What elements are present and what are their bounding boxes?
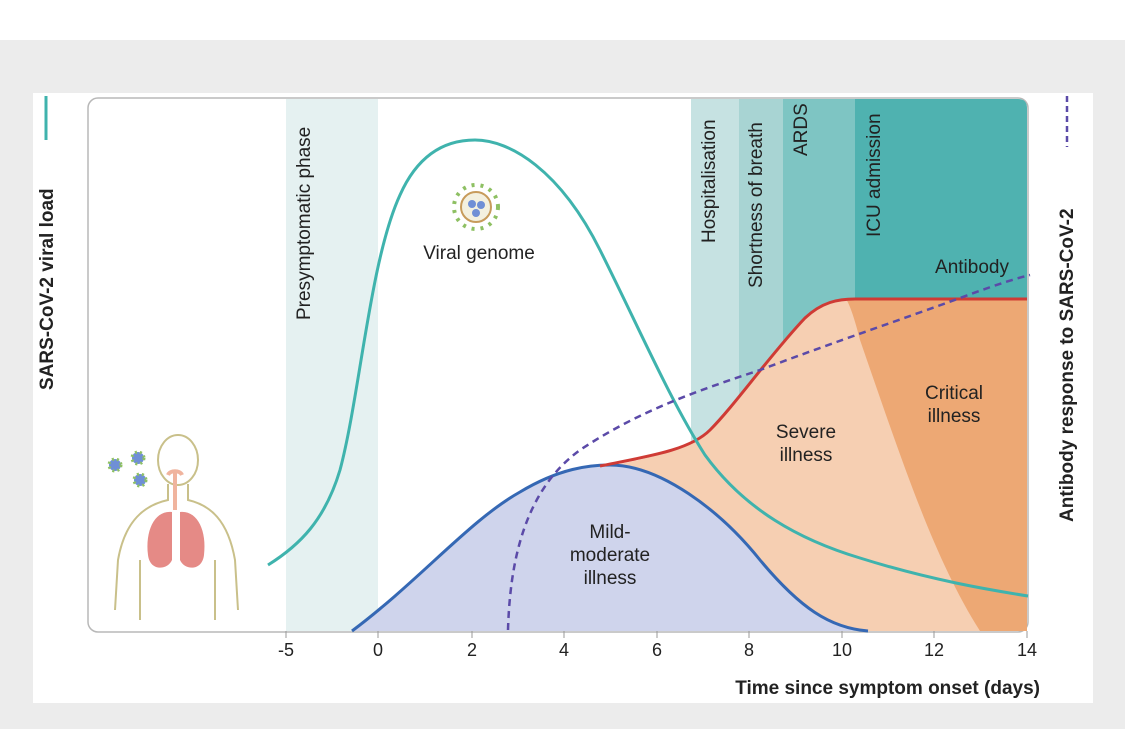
critical-illness-area [846, 299, 1027, 631]
presymptomatic-band [286, 99, 378, 631]
x-tick-label: 12 [924, 640, 944, 660]
phase-label-presymptomatic: Presymptomatic phase [294, 127, 315, 320]
phase-label-ards: ARDS [791, 103, 812, 156]
critical-label-line2: illness [928, 406, 981, 427]
x-tick-label: 10 [832, 640, 852, 660]
x-tick-label: 2 [467, 640, 477, 660]
phase-label-icu-admission: ICU admission [864, 113, 885, 237]
mild-label-line3: illness [584, 568, 637, 589]
x-axis-ticks [285, 631, 1028, 638]
antibody-label: Antibody [935, 257, 1009, 278]
mild-label-line2: moderate [570, 545, 650, 566]
x-axis-title: Time since symptom onset (days) [735, 678, 1040, 699]
x-tick-label: 14 [1017, 640, 1037, 660]
virus-icon [452, 183, 500, 231]
phase-label-hospitalisation: Hospitalisation [699, 119, 720, 243]
critical-label-line1: Critical [925, 383, 983, 404]
severe-label-line1: Severe [776, 422, 836, 443]
virus-particle-icon [132, 472, 148, 488]
x-tick-label: -5 [278, 640, 294, 660]
viral-load-curve [267, 138, 1029, 598]
phase-label-shortness-of-breath: Shortness of breath [746, 122, 767, 288]
trachea-icon [166, 469, 184, 510]
virus-particle-icon [107, 457, 123, 473]
left-axis-title: SARS-CoV-2 viral load [37, 188, 58, 390]
severity-curve [599, 297, 1027, 468]
antibody-curve [506, 273, 1031, 631]
mild-label-line1: Mild- [589, 522, 630, 543]
right-lung-icon [180, 511, 205, 568]
x-tick-label: 0 [373, 640, 383, 660]
icu-band [855, 99, 1027, 299]
x-tick-label: 8 [744, 640, 754, 660]
severe-label-line2: illness [780, 445, 833, 466]
x-tick-label: 4 [559, 640, 569, 660]
human-lungs-illustration [114, 434, 239, 620]
right-axis-title: Antibody response to SARS-CoV-2 [1057, 208, 1078, 522]
mild-moderate-area [352, 465, 868, 631]
virus-particle-icon [130, 450, 146, 466]
viral-genome-label: Viral genome [423, 243, 535, 264]
x-tick-label: 6 [652, 640, 662, 660]
left-lung-icon [147, 511, 172, 568]
